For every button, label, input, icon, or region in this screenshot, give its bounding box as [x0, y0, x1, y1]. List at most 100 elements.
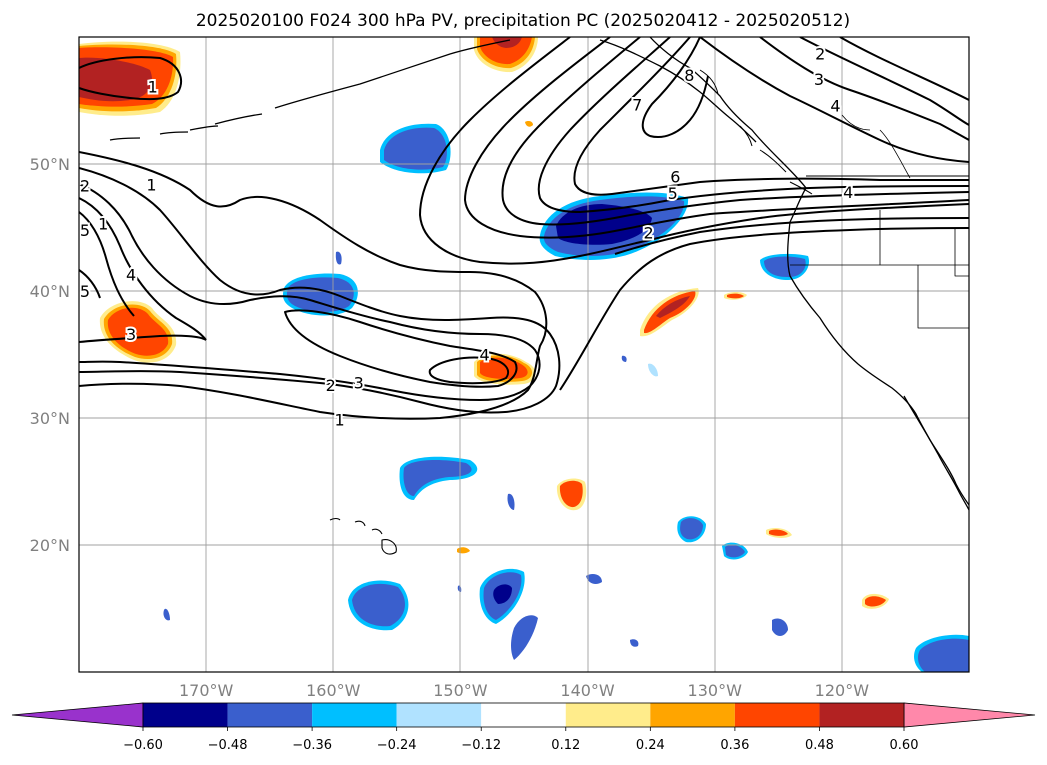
pv-contour-1-nw: [79, 56, 182, 101]
pv-contour-label: 3: [126, 325, 136, 344]
precip-negative-fills: [163, 123, 969, 672]
pv-contour-label: 5: [80, 221, 90, 240]
colorbar-tick-label: 0.60: [890, 738, 919, 753]
pv-contour-label: 1: [98, 215, 108, 234]
pv-contour-label: 2: [326, 376, 336, 395]
pv-contour-label: 1: [146, 175, 156, 194]
gridlines: [79, 37, 969, 672]
pv-contour-label: 6: [670, 168, 680, 187]
colorbar-bin: [396, 703, 482, 727]
pv-contour-label: 4: [126, 265, 136, 284]
colorbar-bin: [734, 703, 820, 727]
precip-neg-blob-2-dark: [556, 204, 652, 245]
colorbar-min-extension: [11, 702, 144, 728]
precip-blob-nw-dark: [79, 57, 152, 102]
pv-contour-trough-5: [573, 37, 969, 196]
pv-contour-jet-2: [799, 37, 969, 126]
pv-contour-1-main: [79, 151, 548, 420]
coast-alaska-islands: [109, 113, 263, 141]
colorbar-bin: [819, 703, 904, 727]
precip-neg-blob-9-blue: [680, 518, 703, 540]
colorbar-bin: [312, 703, 397, 727]
coast-alaska-south: [274, 39, 511, 109]
precip-neg-blob-10-blue: [725, 544, 745, 558]
pv-contour-label: 3: [354, 373, 364, 392]
lat-tick-label: 50°N: [30, 155, 70, 174]
precip-blob-s1-red: [559, 480, 583, 508]
pv-contour-west-lower: [79, 334, 207, 343]
pv-contour-trough-outer: [419, 37, 969, 265]
colorbar-tick-label: −0.36: [292, 738, 332, 753]
lon-tick-label: 150°W: [433, 681, 488, 700]
colorbar-max-extension: [903, 702, 1036, 728]
pv-contour-label: 2: [644, 224, 654, 243]
colorbar: −0.60 −0.48 −0.36 −0.24 −0.12 0.12 0.24 0.36 0.4…: [11, 702, 1036, 753]
pv-contour-label: 2: [80, 177, 90, 196]
pv-contour-label: 5: [80, 282, 90, 301]
pv-contour-label: 7: [632, 95, 642, 114]
coast-panhandle: [599, 39, 757, 143]
precip-neg-blob-8: [511, 615, 538, 660]
colorbar-bin: [565, 703, 651, 727]
precip-neg-blob-5-blue: [403, 460, 472, 496]
precip-blob-ne1-dark: [656, 296, 690, 318]
colorbar-tick-label: 0.48: [805, 738, 834, 753]
colorbar-tick-label: 0.24: [636, 738, 665, 753]
precip-neg-blob-1-blue: [384, 127, 447, 170]
pv-contour-trough-2: [464, 37, 969, 239]
colorbar-tick-label: −0.24: [377, 738, 417, 753]
longitude-labels: 170°W 160°W 150°W 140°W 130°W 120°W: [179, 681, 869, 700]
pv-contour-label: 5: [668, 184, 678, 203]
colorbar-bin: [481, 703, 566, 727]
pv-contour-label: 1: [148, 78, 158, 97]
lon-tick-label: 170°W: [179, 681, 234, 700]
pv-contour-label: 3: [814, 70, 824, 89]
map-frame: [78, 36, 970, 673]
precip-neg-blob-7-dark: [493, 584, 512, 604]
pv-contour-3-main: [79, 183, 541, 401]
precip-neg-blob-12: [772, 618, 788, 636]
pv-contour-label: 2: [815, 45, 825, 64]
lat-tick-label: 40°N: [30, 282, 70, 301]
colorbar-tick-label: −0.60: [123, 738, 163, 753]
colorbar-tick-label: −0.12: [461, 738, 501, 753]
pv-contour-5-west2: [79, 269, 101, 299]
precip-neg-blob-11-blue: [917, 638, 969, 672]
chart-title: 2025020100 F024 300 hPa PV, precipitatio…: [196, 11, 850, 31]
pv-contour-lower-jet-2: [559, 227, 969, 391]
colorbar-bin: [143, 703, 228, 727]
precip-blob-s5: [525, 121, 533, 127]
precip-blob-s2-red: [865, 596, 886, 607]
pv-contour-trough-4: [537, 37, 969, 213]
colorbar-tick-label: −0.48: [208, 738, 248, 753]
colorbar-frame: [142, 702, 905, 728]
lat-tick-label: 20°N: [30, 536, 70, 555]
colorbar-bin: [227, 703, 313, 727]
precip-blob-n-dark: [492, 37, 522, 48]
pv-contour-2-main: [79, 167, 561, 414]
latitude-labels: 20°N 30°N 40°N 50°N: [30, 155, 70, 555]
pv-contour-4-west: [79, 197, 207, 341]
pv-contour-trough-3: [501, 37, 969, 226]
precip-neg-blob-19: [621, 355, 627, 362]
pv-contour-label: 4: [843, 183, 853, 202]
pv-contour-label: 1: [335, 410, 345, 429]
precip-neg-blob-13: [586, 574, 602, 584]
lon-tick-label: 160°W: [306, 681, 361, 700]
pv-contour-4-small: [428, 356, 510, 385]
colorbar-tick-label: 0.12: [551, 738, 580, 753]
pv-contour-label: 4: [830, 97, 840, 116]
coast-hawaii: [329, 517, 397, 555]
pv-contour-jet-4: [699, 37, 969, 163]
precip-neg-blob-6-blue: [352, 583, 405, 627]
pv-contour-4-c: [284, 309, 518, 388]
precip-neg-blob-16: [630, 639, 639, 647]
precip-neg-blob-15: [648, 363, 658, 377]
pv-contour-trough-6: [641, 37, 709, 138]
precip-blob-s3-red: [769, 529, 788, 536]
coast-baja: [903, 395, 969, 506]
pv-contours: [79, 37, 969, 420]
precip-blob-ne2-red: [727, 293, 744, 299]
